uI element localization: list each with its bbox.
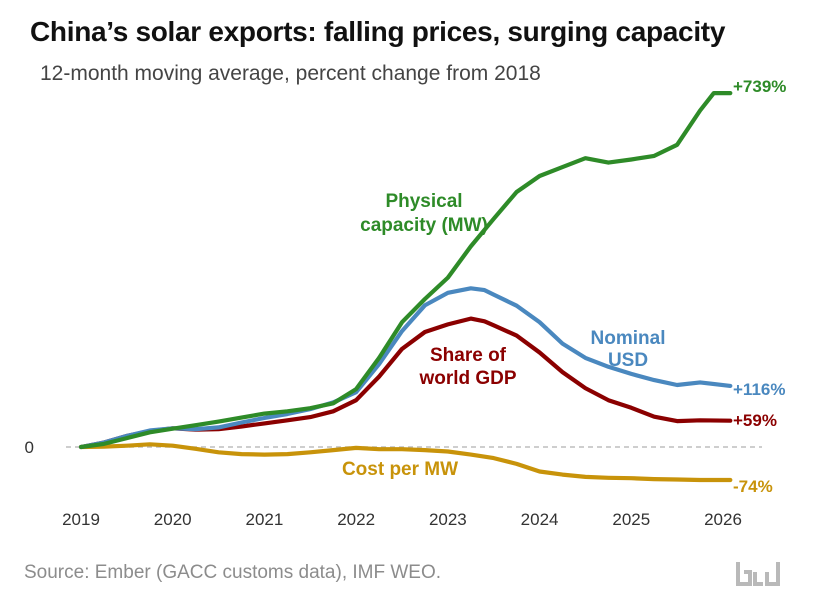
- x-tick-label: 2024: [521, 510, 559, 529]
- cost-per-mw-end-label: -74%: [733, 477, 773, 496]
- x-tick-label: 2023: [429, 510, 467, 529]
- x-tick-label: 2026: [704, 510, 742, 529]
- x-tick-label: 2025: [612, 510, 650, 529]
- x-tick-label: 2019: [62, 510, 100, 529]
- share-of-world-gdp-end-label: +59%: [733, 411, 777, 430]
- physical-capacity-label: Physical capacity (MW): [360, 191, 488, 236]
- y-tick-label: 0: [25, 438, 34, 457]
- chart-subtitle: 12-month moving average, percent change …: [40, 62, 541, 85]
- chart-title: China’s solar exports: falling prices, s…: [30, 16, 726, 47]
- nominal-usd-label: Nominal USD: [591, 328, 666, 371]
- nominal-usd-line: [78, 286, 733, 450]
- cost-per-mw-line: [78, 442, 733, 483]
- nominal-usd-end-label: +116%: [733, 380, 785, 399]
- x-tick-label: 2022: [337, 510, 375, 529]
- physical-capacity-line: [78, 90, 733, 450]
- publisher-logo: [736, 562, 780, 586]
- physical-capacity-end-label: +739%: [733, 77, 786, 96]
- source-note: Source: Ember (GACC customs data), IMF W…: [24, 562, 442, 583]
- x-tick-label: 2020: [154, 510, 192, 529]
- x-tick-label: 2021: [246, 510, 284, 529]
- cost-per-mw-label: Cost per MW: [342, 459, 458, 480]
- share-of-world-gdp-label: Share of world GDP: [418, 345, 516, 389]
